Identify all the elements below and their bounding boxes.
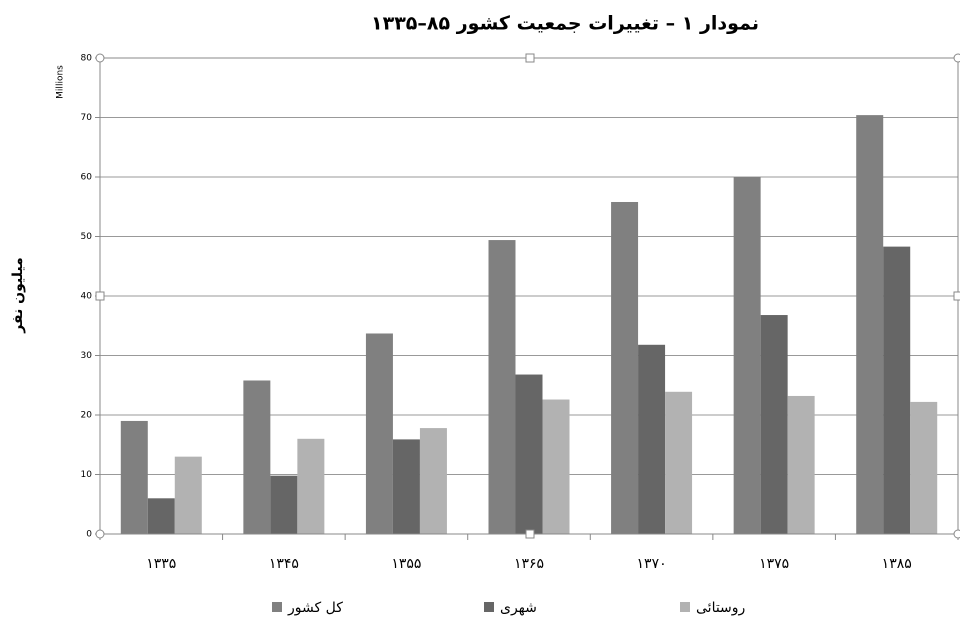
bar — [883, 246, 911, 535]
y-tick-label: 60 — [81, 173, 93, 183]
legend-swatch — [272, 602, 282, 612]
y-tick-label: 50 — [81, 232, 93, 242]
bar — [638, 344, 666, 534]
legend-swatch — [484, 602, 494, 612]
selection-handles — [95, 53, 960, 539]
bar — [542, 399, 570, 534]
y-tick-label: 70 — [81, 113, 93, 123]
y-axis-label: میلیون نفر — [10, 257, 26, 333]
bar — [733, 177, 761, 534]
bar — [488, 240, 516, 534]
y-tick-label: 80 — [81, 54, 93, 64]
bar — [147, 498, 175, 534]
bar — [611, 201, 639, 535]
legend-label: شهری — [500, 600, 537, 616]
x-tick-label: ۱۳۸۵ — [882, 556, 912, 572]
bar — [419, 428, 447, 534]
plot-area — [95, 57, 959, 540]
bar — [120, 420, 148, 534]
bar — [515, 374, 543, 534]
bar — [856, 115, 884, 535]
y-unit-label: Millions — [56, 65, 66, 99]
y-tick-label: 40 — [81, 292, 93, 302]
x-tick-label: ۱۳۳۵ — [146, 556, 176, 572]
x-tick-label: ۱۳۴۵ — [269, 556, 299, 572]
bar — [174, 456, 202, 534]
bar — [665, 391, 693, 534]
x-tick-label: ۱۳۵۵ — [391, 556, 421, 572]
legend-swatch — [680, 602, 690, 612]
bar — [270, 475, 298, 534]
y-tick-label: 10 — [81, 470, 93, 480]
bar — [243, 380, 271, 534]
y-tick-label: 30 — [81, 351, 93, 361]
bar — [760, 315, 788, 534]
legend-label: کل کشور — [287, 600, 343, 616]
bar — [392, 439, 420, 534]
y-tick-label: 0 — [86, 530, 92, 540]
bar — [787, 395, 815, 534]
bar — [297, 438, 325, 534]
legend-label: روستائی — [696, 600, 745, 616]
x-tick-label: ۱۳۶۵ — [514, 556, 544, 572]
bar — [910, 401, 938, 534]
y-tick-label: 20 — [81, 411, 93, 421]
chart-title: نمودار ۱ – تغییرات جمعیت کشور ۸۵–۱۳۳۵ — [371, 13, 759, 35]
bar — [365, 333, 393, 534]
x-tick-label: ۱۳۷۵ — [759, 556, 789, 572]
x-tick-label: ۱۳۷۰ — [637, 556, 667, 572]
